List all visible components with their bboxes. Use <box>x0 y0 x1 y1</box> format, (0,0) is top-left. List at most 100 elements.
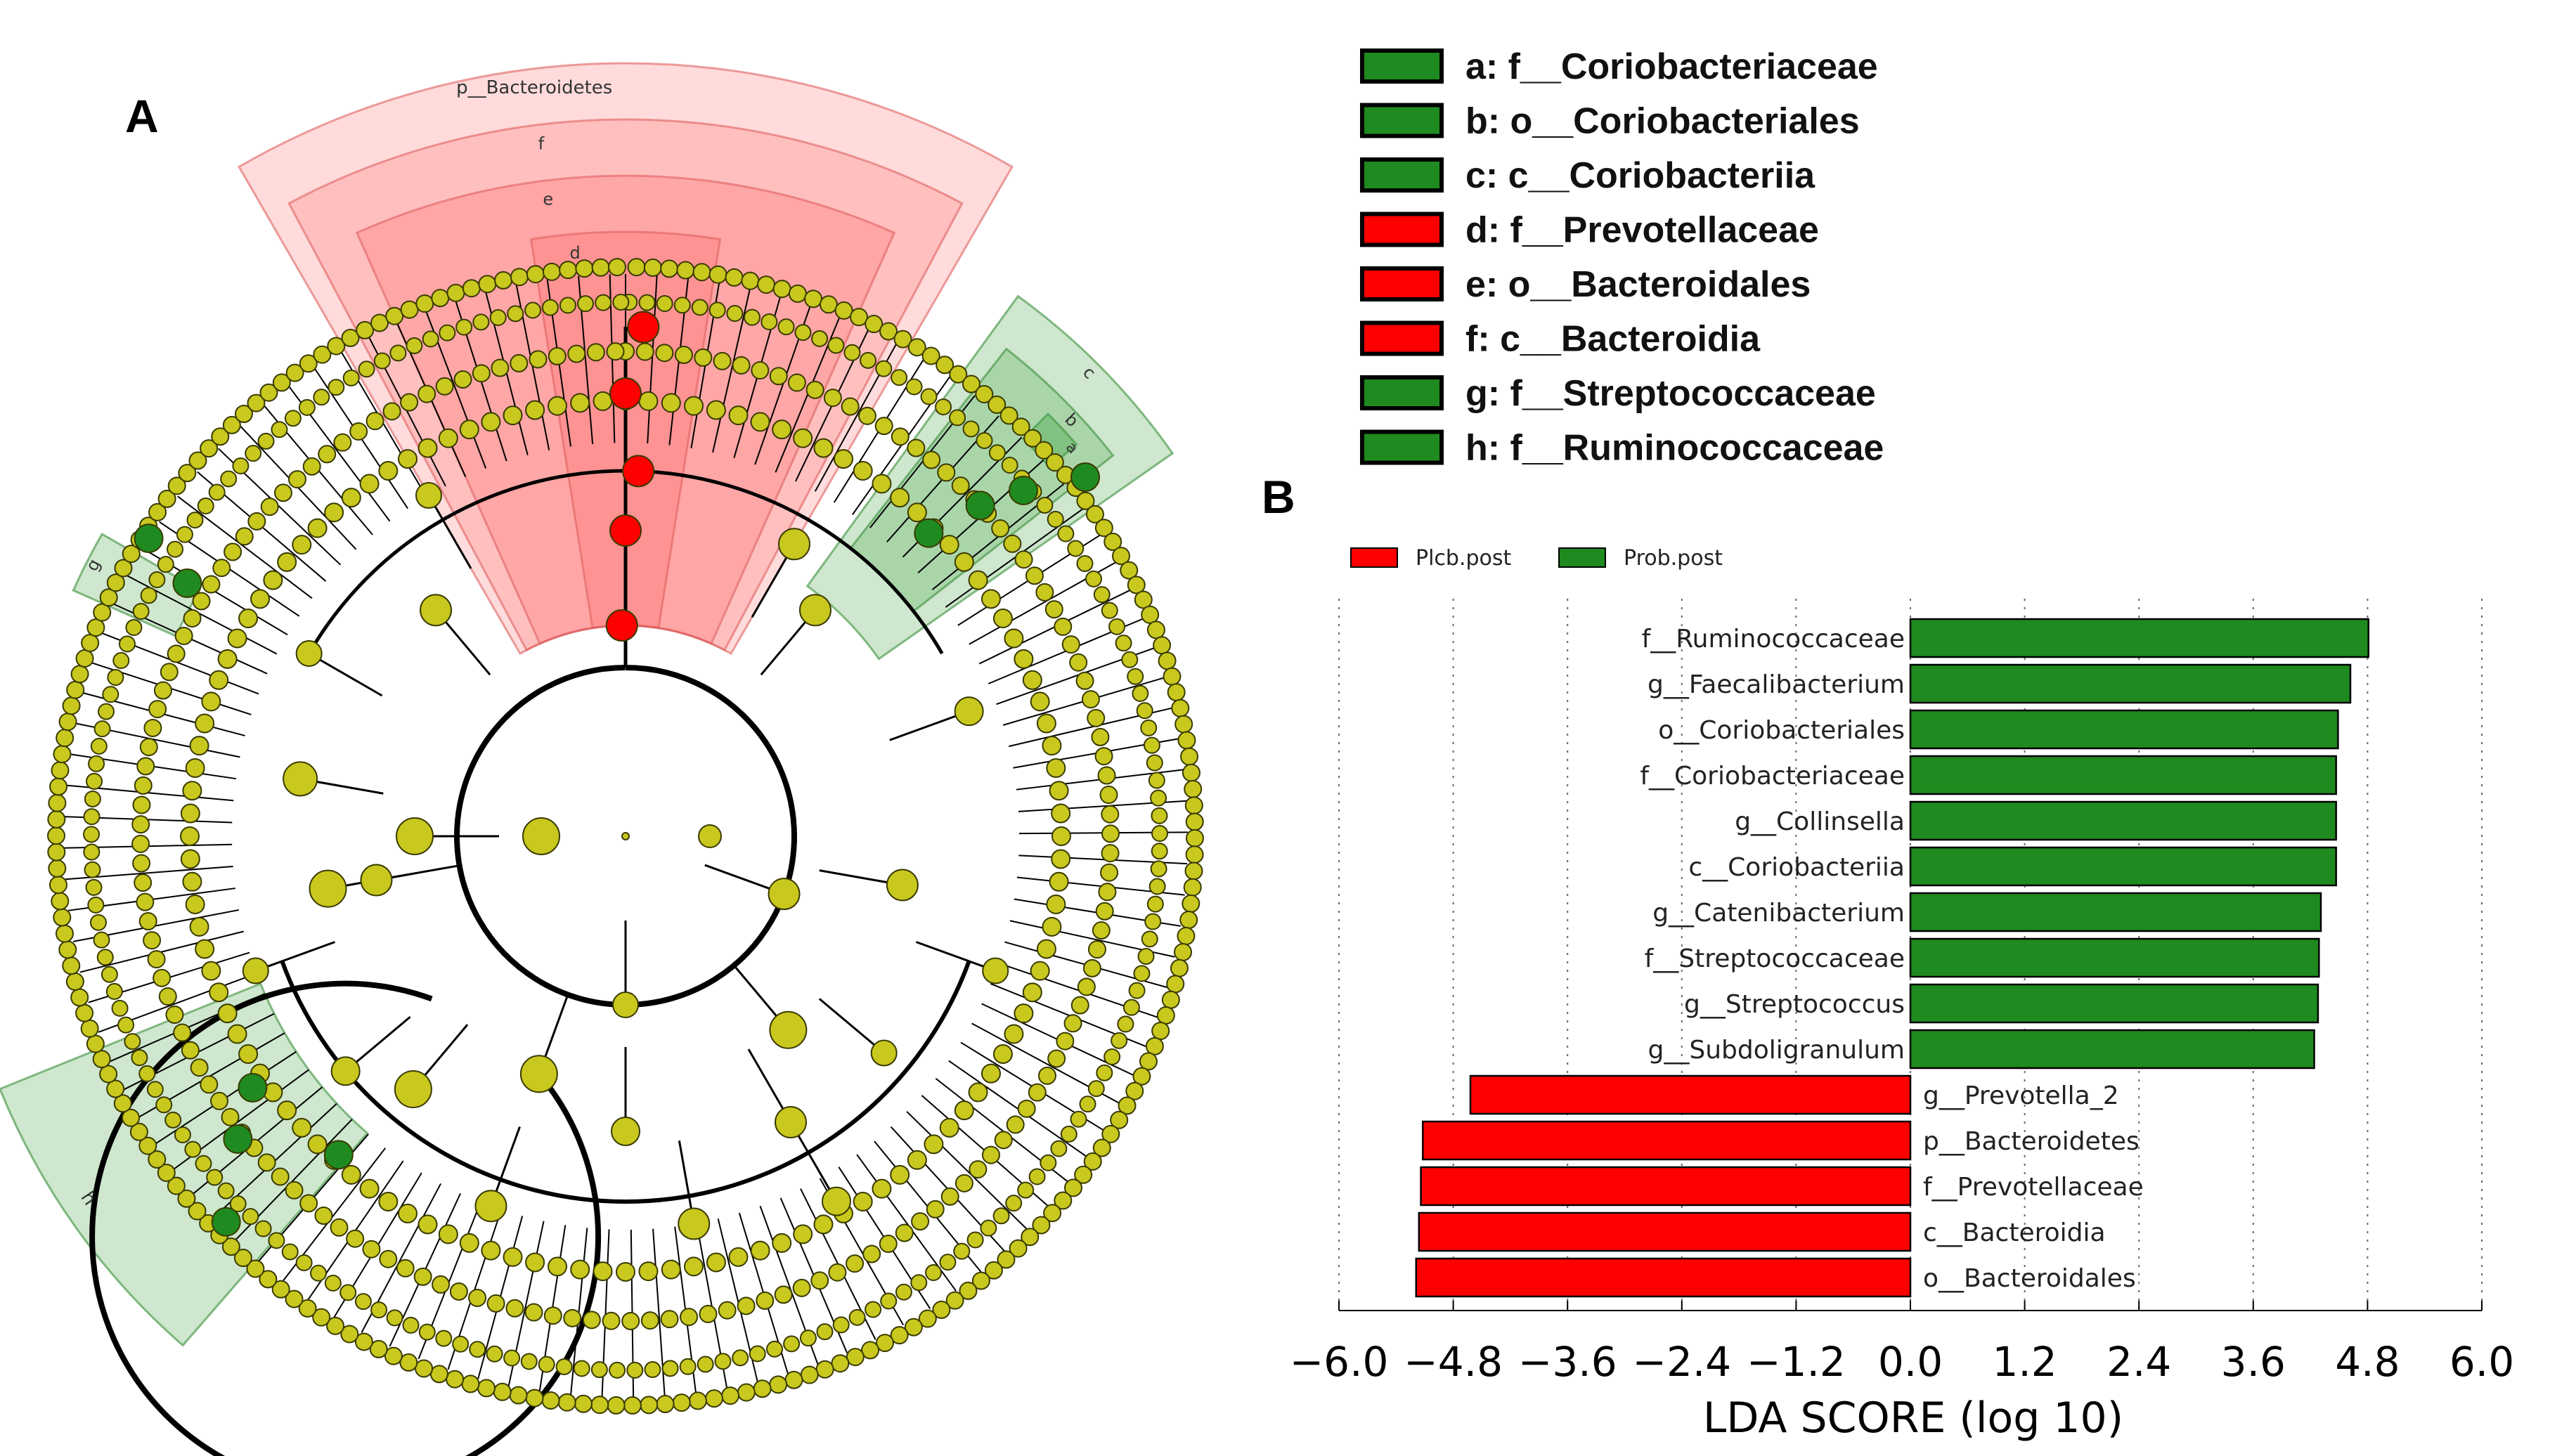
tree-node <box>247 512 266 531</box>
bar-label: g__Collinsella <box>1735 807 1905 836</box>
tree-node <box>1097 766 1116 785</box>
tree-node <box>607 1396 626 1415</box>
legend-swatch <box>1558 547 1606 568</box>
tree-node <box>132 603 150 620</box>
tree-node <box>503 405 523 426</box>
tree-node <box>134 873 153 892</box>
tree-node <box>1028 1083 1047 1102</box>
tree-node <box>65 972 84 991</box>
tree-node <box>481 412 501 432</box>
tree-node <box>920 388 938 405</box>
bar-label: f__Prevotellaceae <box>1923 1173 2144 1202</box>
tree-node <box>907 1150 927 1170</box>
tree-node <box>178 464 197 483</box>
tree-branch <box>818 998 885 1054</box>
tree-node <box>356 320 375 339</box>
tree-node <box>1009 1239 1028 1258</box>
legend-key-label: d: f__Prevotellaceae <box>1465 210 1819 251</box>
bar <box>1909 983 2319 1024</box>
tree-node <box>477 1379 496 1398</box>
tree-node <box>188 1202 207 1221</box>
tree-node <box>1035 583 1054 602</box>
tree-node <box>494 271 513 290</box>
x-tick-label: 2.4 <box>2106 1338 2171 1386</box>
tree-node <box>737 1296 756 1315</box>
tree-node <box>188 451 207 470</box>
tree-node <box>93 720 111 738</box>
tree-node <box>627 311 660 344</box>
tree-node <box>379 1249 398 1268</box>
tree-node <box>1100 863 1119 882</box>
tree-node <box>87 896 105 914</box>
tree-node <box>474 1190 507 1223</box>
tree-node <box>570 393 590 413</box>
tree-node <box>51 761 70 780</box>
tree-node <box>206 1169 224 1186</box>
tree-node <box>227 1024 247 1044</box>
tree-node <box>1004 1024 1024 1044</box>
tree-node <box>526 265 545 284</box>
tree-node <box>777 318 795 336</box>
tree-node <box>890 1326 909 1345</box>
tree-node <box>606 342 625 361</box>
tree-node <box>520 1353 538 1370</box>
tree-node <box>828 1263 847 1282</box>
tree-node <box>799 1330 817 1347</box>
tree-node <box>708 265 727 284</box>
tree-node <box>122 1108 141 1127</box>
x-tick-label: −2.4 <box>1632 1338 1731 1386</box>
tree-node <box>287 470 306 489</box>
tree-node <box>593 391 613 411</box>
tree-node <box>217 1182 235 1200</box>
tree-node <box>167 540 184 558</box>
tree-node <box>732 1349 749 1367</box>
tree-node <box>131 815 150 834</box>
tree-node <box>273 483 292 502</box>
tree-node <box>1036 713 1056 734</box>
tree-node <box>396 817 434 855</box>
tree-node <box>180 849 200 869</box>
tree-node <box>157 1163 176 1182</box>
tree-node <box>413 1267 432 1286</box>
tree-node <box>1146 895 1164 913</box>
tree-node <box>114 559 133 578</box>
tree-node <box>811 330 829 347</box>
tree-node <box>1005 1195 1023 1212</box>
tree-node <box>292 1117 312 1138</box>
tree-node <box>1101 602 1118 619</box>
tree-node <box>834 301 853 320</box>
tree-node <box>478 275 497 294</box>
tree-node <box>688 1391 707 1410</box>
tree-node <box>136 757 155 776</box>
x-tick-label: 0.0 <box>1878 1338 1943 1386</box>
tree-node <box>529 350 548 369</box>
tree-node <box>660 259 679 278</box>
tree-node <box>918 1309 937 1328</box>
tree-node <box>1087 708 1106 727</box>
tree-node <box>525 1389 544 1408</box>
tree-node <box>1035 441 1054 460</box>
tree-node <box>503 1349 521 1367</box>
tree-node <box>725 268 744 287</box>
tree-node <box>1017 1099 1036 1118</box>
tree-node <box>1121 651 1139 668</box>
tree-node <box>548 346 567 365</box>
tree-node <box>753 1379 772 1398</box>
tree-node <box>242 957 269 984</box>
tree-node <box>1148 772 1165 789</box>
tree-node <box>93 603 112 622</box>
tree-branch <box>308 652 383 697</box>
tree-node <box>263 570 283 590</box>
tree-node <box>621 832 630 840</box>
tree-node <box>698 824 722 848</box>
tree-node <box>1182 763 1200 782</box>
tree-node <box>605 609 638 642</box>
tree-node <box>330 1218 349 1237</box>
tree-node <box>1111 1032 1128 1049</box>
bar <box>1415 1257 1912 1298</box>
tree-node <box>959 1281 978 1300</box>
tree-node <box>1134 590 1153 609</box>
bar <box>1909 755 2337 795</box>
tree-node <box>1036 496 1054 514</box>
